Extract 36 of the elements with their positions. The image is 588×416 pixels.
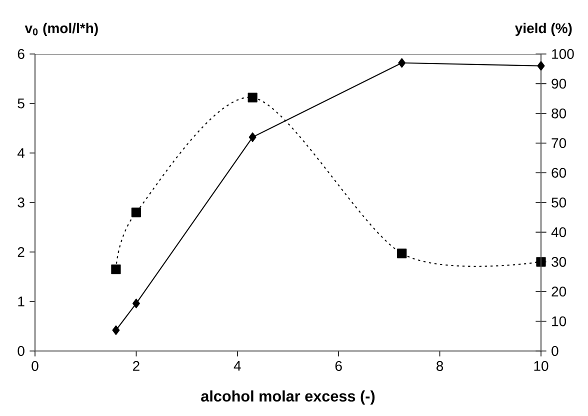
y2-tick-label: 0 [552,346,558,356]
y2-tick-label: 40 [551,227,566,238]
y-tick-label: 1 [18,296,24,306]
y2-tick-label: 20 [552,286,566,297]
point [398,58,406,68]
y2-tick-label: 60 [552,168,566,178]
y-axis-title: v$_{0}$ (mol/l*h) [24,22,98,36]
point [248,132,256,142]
y2-tick-label: 50 [552,198,566,208]
point [132,298,140,308]
y2-tick-label: 10 [552,316,566,326]
point [397,248,407,258]
y2-tick-label: 90 [552,78,566,89]
y-tick-label: 6 [18,49,24,59]
point [537,61,545,71]
x-tick-label: 6 [335,361,342,371]
x-tick-label: 10 [534,361,548,371]
x-tick-label: 2 [133,361,140,371]
point [111,264,121,274]
x-tick-label: 8 [436,361,444,371]
y-tick-label: 3 [18,198,24,208]
x-tick-label: 4 [234,361,241,371]
point [248,92,258,102]
point [112,325,120,335]
y2-axis-title: yield (%) [514,22,572,36]
y2-tick-label: 70 [552,138,566,148]
y-tick-label: 2 [18,247,24,257]
y2-tick-label: 100 [552,49,574,59]
y-tick-label: 4 [17,148,25,158]
y2-tick-label: 30 [552,256,566,267]
y2-tick-label: 80 [552,108,566,118]
x-axis-title: alcohol molar excess (-) [201,390,375,405]
y-tick-label: 0 [18,346,24,356]
y-tick-label: 5 [18,98,24,108]
point [131,208,142,218]
x-tick-label: 0 [32,361,38,371]
